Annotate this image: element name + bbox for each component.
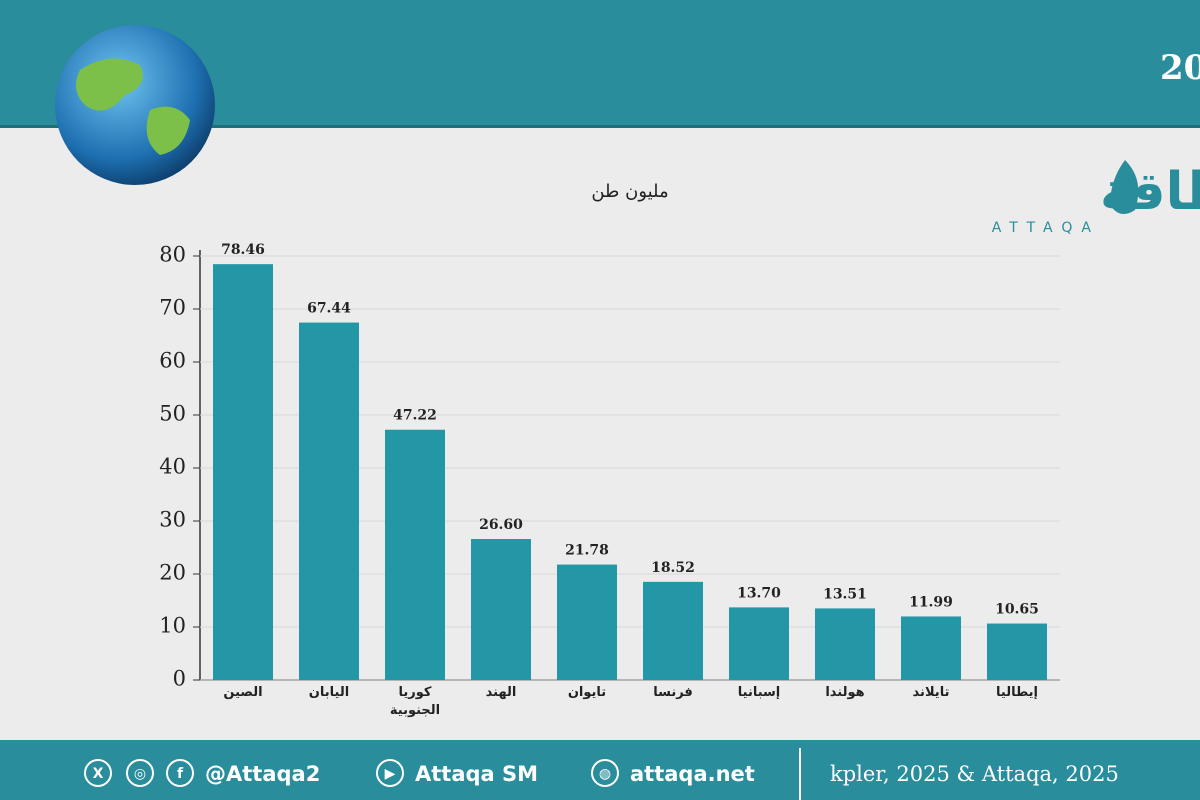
value-label: 26.60 bbox=[479, 517, 523, 533]
y-tick-label: 60 bbox=[159, 349, 186, 373]
footer-website: attaqa.net bbox=[630, 762, 755, 786]
social-icons bbox=[84, 759, 619, 787]
y-tick-label: 80 bbox=[159, 243, 186, 267]
footer-band bbox=[0, 740, 1200, 800]
x-tick-label: فرنسا bbox=[653, 685, 693, 700]
social-glyphs: X ◎ f ▶ ◍ bbox=[93, 766, 612, 782]
value-label: 11.99 bbox=[909, 594, 953, 610]
y-tick-label: 30 bbox=[159, 508, 186, 532]
bar bbox=[729, 607, 789, 680]
logo-latin: ATTAQA bbox=[992, 220, 1100, 236]
svg-text:X: X bbox=[93, 766, 104, 782]
value-label: 21.78 bbox=[565, 543, 609, 559]
globe-land bbox=[76, 58, 190, 155]
bar bbox=[299, 322, 359, 680]
y-tick-label: 20 bbox=[159, 561, 186, 585]
y-tick-label: 10 bbox=[159, 614, 186, 638]
bar bbox=[987, 623, 1047, 680]
bar bbox=[385, 429, 445, 680]
chart-title: أكبر 10 دول مستوردة للغاز المسال عالميًا… bbox=[1160, 45, 1200, 88]
svg-text:◎: ◎ bbox=[134, 766, 146, 782]
footer-source: kpler, 2025 & Attaqa, 2025 bbox=[830, 762, 1119, 786]
globe bbox=[55, 25, 215, 185]
bar bbox=[643, 581, 703, 680]
y-tick-label: 50 bbox=[159, 402, 186, 426]
x-tick-label: كوريا الجنوبية bbox=[389, 685, 441, 718]
value-label: 47.22 bbox=[393, 408, 437, 424]
y-tick-label: 0 bbox=[173, 667, 186, 691]
bar bbox=[557, 564, 617, 680]
value-label: 10.65 bbox=[995, 602, 1039, 618]
svg-text:▶: ▶ bbox=[385, 766, 396, 782]
x-tick-label: هولندا bbox=[825, 685, 865, 700]
x-tick-label: تايوان bbox=[567, 685, 607, 700]
svg-text:◍: ◍ bbox=[599, 766, 611, 782]
x-tick-label: تايلاند bbox=[912, 685, 950, 700]
y-tick-label: 70 bbox=[159, 296, 186, 320]
bar bbox=[213, 264, 273, 680]
x-tick-label: إسبانيا bbox=[737, 685, 781, 700]
x-tick-label: الصين bbox=[223, 685, 263, 700]
value-label: 18.52 bbox=[651, 560, 695, 576]
value-label: 67.44 bbox=[307, 301, 351, 317]
footer-twitter: @Attaqa2 bbox=[205, 762, 321, 786]
header-rule bbox=[0, 125, 1200, 128]
footer-youtube: Attaqa SM bbox=[415, 762, 539, 786]
svg-text:f: f bbox=[177, 766, 184, 782]
y-unit: مليون طن bbox=[591, 181, 668, 202]
value-label: 78.46 bbox=[221, 242, 265, 258]
bar bbox=[815, 608, 875, 680]
x-tick-label: الهند bbox=[485, 685, 517, 700]
value-label: 13.70 bbox=[737, 585, 781, 601]
bar bbox=[471, 539, 531, 680]
bar bbox=[901, 616, 961, 680]
value-label: 13.51 bbox=[823, 586, 867, 602]
logo-drop bbox=[1110, 160, 1139, 214]
y-tick-label: 40 bbox=[159, 455, 186, 479]
x-tick-label: اليابان bbox=[308, 685, 350, 700]
x-tick-label: إيطاليا bbox=[996, 685, 1038, 700]
